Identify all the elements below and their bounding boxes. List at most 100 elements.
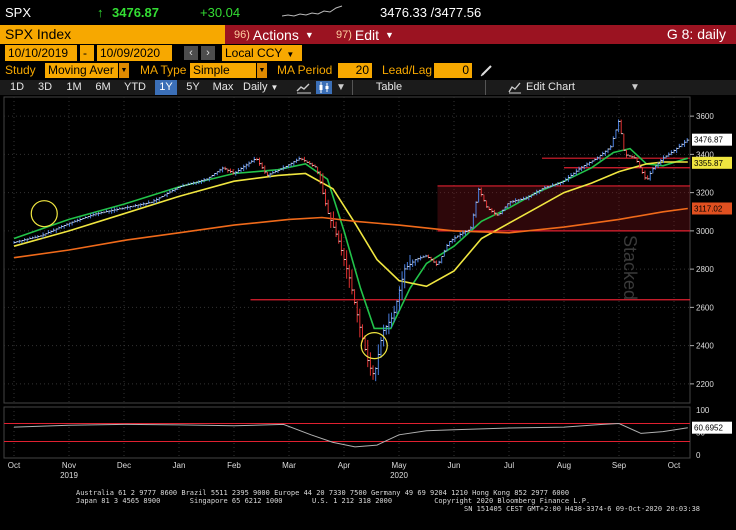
series-ma50 bbox=[13, 161, 688, 288]
x-tick-label: Apr bbox=[338, 461, 351, 470]
edit-label: Edit bbox=[354, 27, 380, 43]
rsi-line bbox=[13, 422, 688, 448]
x-tick-label: Oct bbox=[8, 461, 21, 470]
ma-period-input[interactable]: 20 bbox=[338, 63, 372, 78]
chevron-down-icon[interactable]: ▼ bbox=[630, 82, 640, 93]
highlight-circle bbox=[360, 332, 388, 360]
y-tick-label: 2200 bbox=[696, 380, 714, 389]
edit-chart-button[interactable]: Edit Chart bbox=[526, 81, 575, 93]
x-tick-label: Dec bbox=[117, 461, 131, 470]
x-year-label: 2019 bbox=[60, 471, 78, 480]
x-tick-label: Aug bbox=[557, 461, 571, 470]
chevron-down-icon: ▼ bbox=[385, 30, 394, 40]
price-change: +30.04 bbox=[200, 5, 241, 20]
period-6m-button[interactable]: 6M bbox=[95, 81, 111, 93]
rsi-tick-label: 100 bbox=[696, 406, 710, 415]
date-range-row: 10/10/2019 - 10/09/2020 ‹ › Local CCY ▼ bbox=[0, 44, 736, 62]
x-tick-label: Jan bbox=[173, 461, 186, 470]
last-price: 3476.87 bbox=[112, 5, 159, 20]
x-tick-label: Feb bbox=[227, 461, 241, 470]
footer-contacts: Australia 61 2 9777 8600 Brazil 5511 239… bbox=[76, 489, 570, 497]
value-label: 3117.02 bbox=[694, 204, 723, 213]
security-name[interactable]: SPX Index bbox=[0, 25, 225, 44]
end-date-field[interactable]: 10/09/2020 bbox=[97, 45, 172, 61]
chevron-down-icon: ▼ bbox=[270, 83, 279, 92]
actions-menu[interactable]: 96) Actions ▼ bbox=[228, 25, 314, 44]
study-row: Study Moving Aver ▼ MA Type Simple ▼ MA … bbox=[0, 62, 736, 79]
ma-period-label: MA Period bbox=[277, 63, 333, 77]
pencil-icon[interactable] bbox=[480, 64, 494, 77]
value-label: 3476.87 bbox=[694, 136, 723, 145]
ma-type-label: MA Type bbox=[140, 63, 187, 77]
y-tick-label: 3200 bbox=[696, 189, 714, 198]
candlestick-icon[interactable] bbox=[316, 81, 332, 94]
x-tick-label: Oct bbox=[668, 461, 681, 470]
y-tick-label: 2400 bbox=[696, 342, 714, 351]
series-ma200 bbox=[13, 207, 688, 259]
x-tick-label: Jun bbox=[448, 461, 461, 470]
lead-lag-label: Lead/Lag bbox=[382, 63, 433, 77]
footer-session: SN 151405 CEST GMT+2:00 H438-3374-6 09-O… bbox=[464, 505, 701, 513]
currency-dropdown[interactable]: Local CCY ▼ bbox=[222, 45, 302, 61]
edit-menu[interactable]: 97) Edit ▼ bbox=[330, 25, 394, 44]
up-arrow-icon: ↑ bbox=[97, 5, 104, 20]
chevron-down-icon[interactable]: ▼ bbox=[119, 63, 129, 78]
toolbar-divider bbox=[485, 80, 486, 95]
y-tick-label: 3600 bbox=[696, 112, 714, 121]
x-year-label: 2020 bbox=[390, 471, 408, 480]
chevron-down-icon[interactable]: ▼ bbox=[257, 63, 267, 78]
y-tick-label: 2600 bbox=[696, 303, 714, 312]
ticker-symbol: SPX bbox=[5, 5, 32, 20]
y-tick-label: 2800 bbox=[696, 265, 714, 274]
x-tick-label: Jul bbox=[504, 461, 514, 470]
y-tick-label: 3000 bbox=[696, 227, 714, 236]
chevron-down-icon: ▼ bbox=[286, 50, 295, 59]
study-label: Study bbox=[5, 63, 36, 77]
highlight-circle bbox=[30, 200, 58, 228]
currency-value: Local CCY bbox=[225, 46, 283, 60]
frequency-value: Daily bbox=[243, 81, 268, 93]
x-tick-label: May bbox=[391, 461, 406, 470]
price-chart[interactable]: 2200 2400 2600 2800 3000 3200 3400 3600 Oct Nov De… bbox=[0, 95, 736, 489]
chart-canvas: 2200 2400 2600 2800 3000 3200 3400 3600 Oct Nov De… bbox=[3, 96, 732, 480]
period-5y-button[interactable]: 5Y bbox=[186, 81, 200, 93]
value-label-box bbox=[692, 133, 732, 146]
start-date-field[interactable]: 10/10/2019 bbox=[5, 45, 77, 61]
period-ytd-button[interactable]: YTD bbox=[124, 81, 146, 93]
frequency-dropdown[interactable]: Daily ▼ bbox=[243, 80, 289, 95]
next-period-button[interactable]: › bbox=[201, 46, 215, 60]
actions-label: Actions bbox=[252, 27, 299, 43]
x-tick-label: Mar bbox=[282, 461, 296, 470]
edit-chart-icon[interactable] bbox=[508, 81, 522, 94]
edit-number: 97) bbox=[336, 29, 352, 41]
prev-period-button[interactable]: ‹ bbox=[184, 46, 198, 60]
period-1d-button[interactable]: 1D bbox=[9, 81, 25, 93]
period-1m-button[interactable]: 1M bbox=[66, 81, 82, 93]
rsi-panel-frame bbox=[3, 406, 691, 459]
value-label: 3355.87 bbox=[694, 159, 723, 168]
ticker-bar: SPX ↑ 3476.87 +30.04 3476.33 /3477.56 bbox=[0, 0, 736, 25]
watermark-label: Stacked bbox=[620, 235, 640, 300]
lead-lag-input[interactable]: 0 bbox=[434, 63, 472, 78]
chevron-down-icon[interactable]: ▼ bbox=[336, 82, 346, 93]
actions-number: 96) bbox=[234, 29, 250, 41]
footer-contacts-2: Japan 81 3 4565 8900 Singapore 65 6212 1… bbox=[76, 497, 591, 505]
value-label-box bbox=[692, 156, 732, 169]
table-button[interactable]: Table bbox=[375, 81, 403, 93]
chevron-down-icon: ▼ bbox=[304, 30, 314, 40]
rsi-value-box bbox=[692, 421, 732, 434]
period-max-button[interactable]: Max bbox=[212, 81, 234, 93]
bid-ask: 3476.33 /3477.56 bbox=[380, 5, 482, 20]
title-bar: SPX Index 96) Actions ▼ 97) Edit ▼ G 8: … bbox=[0, 25, 736, 44]
line-chart-icon[interactable] bbox=[296, 81, 312, 94]
value-label-box bbox=[692, 202, 732, 215]
series-ma20 bbox=[13, 147, 689, 330]
period-1y-button[interactable]: 1Y bbox=[155, 80, 177, 95]
period-3d-button[interactable]: 3D bbox=[37, 81, 53, 93]
date-separator: - bbox=[80, 45, 94, 61]
ma-type-dropdown[interactable]: Simple bbox=[190, 63, 256, 78]
x-tick-label: Sep bbox=[612, 461, 627, 470]
chart-toolbar: 1D 3D 1M 6M YTD 1Y 5Y Max Daily ▼ ▼ Tabl… bbox=[0, 80, 736, 95]
rsi-tick-label: 0 bbox=[696, 451, 701, 460]
study-dropdown[interactable]: Moving Aver bbox=[45, 63, 118, 78]
